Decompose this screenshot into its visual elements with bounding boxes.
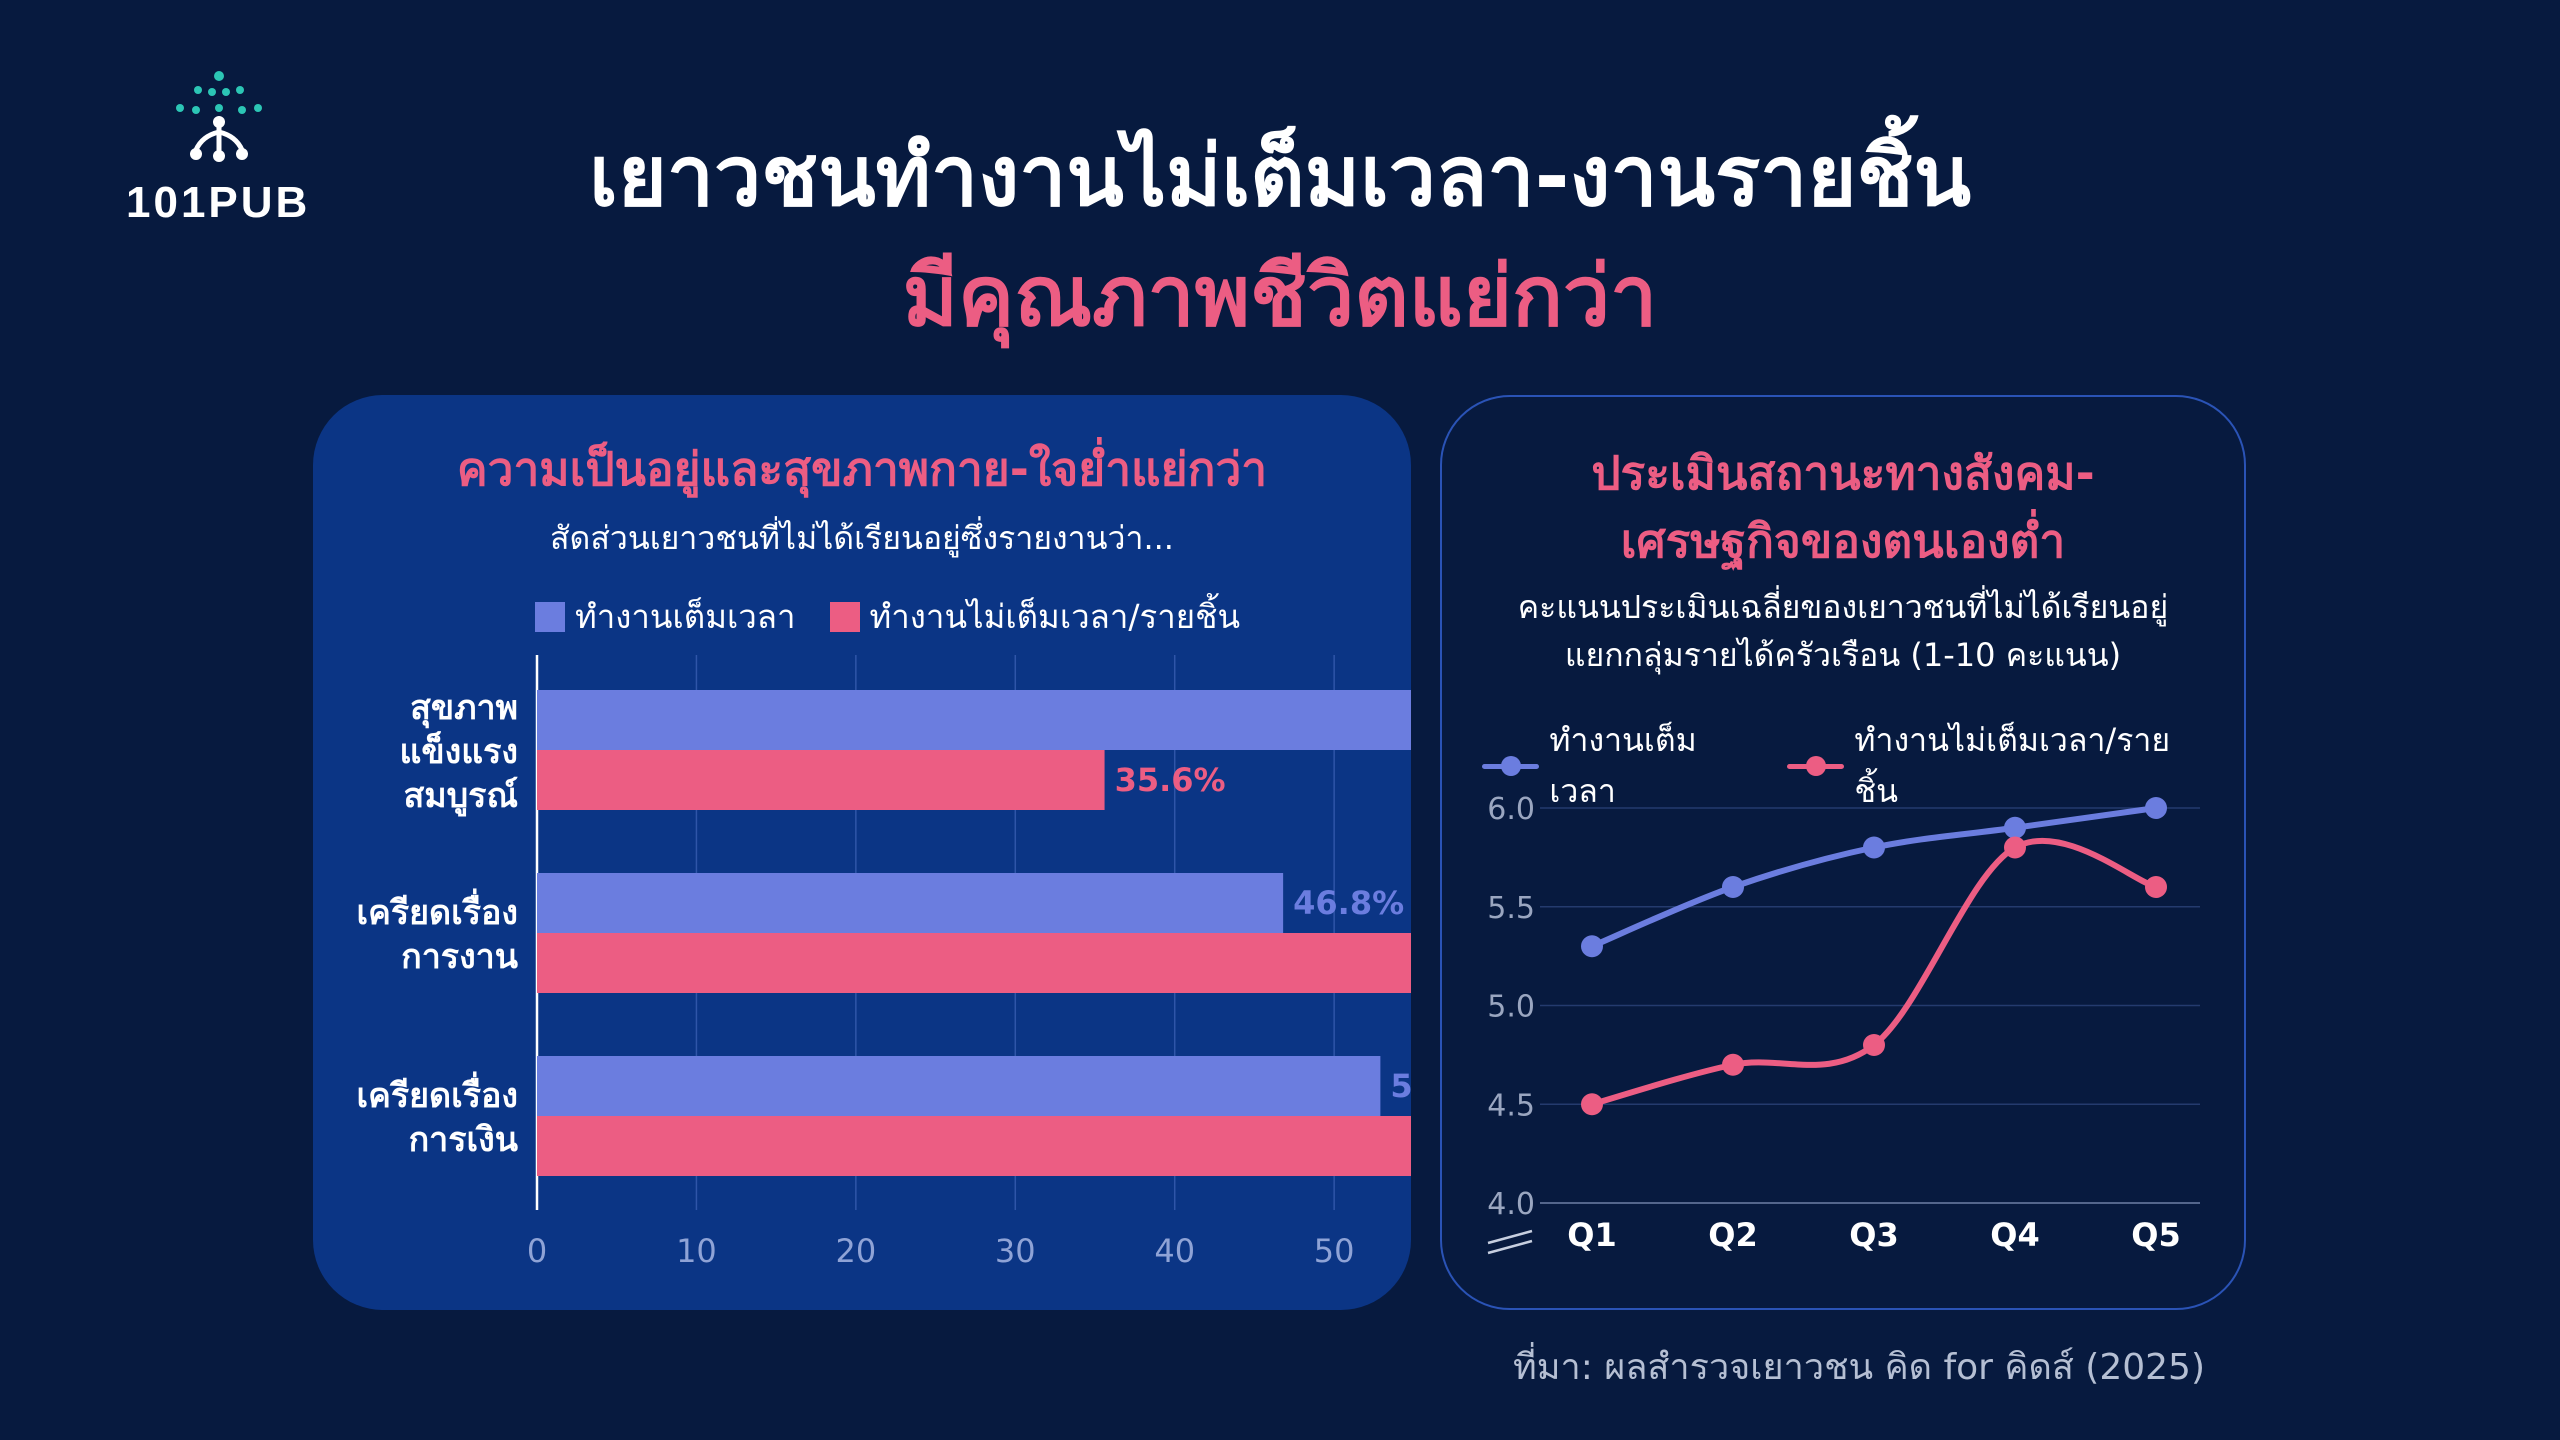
legend-item-fulltime: ทำงานเต็มเวลา: [1482, 715, 1761, 817]
data-point: [2004, 836, 2026, 859]
legend-swatch-fulltime: [535, 601, 565, 632]
line-chart-title-line1: ประเมินสถานะทางสังคม-: [1591, 446, 2095, 500]
category-label: เครียดเรื่อง: [356, 888, 518, 933]
network-icon: [176, 71, 262, 162]
legend-item-parttime: ทำงานไม่เต็มเวลา/รายชิ้น: [1787, 715, 2210, 817]
x-tick-label: Q1: [1567, 1216, 1616, 1254]
legend-label-parttime: ทำงานไม่เต็มเวลา/รายชิ้น: [869, 597, 1241, 636]
x-tick-label: 50: [1314, 1232, 1355, 1270]
legend-label-fulltime: ทำงานเต็มเวลา: [1549, 721, 1697, 810]
category-label: สุขภาพ: [410, 688, 518, 729]
x-tick-label: 20: [835, 1232, 876, 1270]
bar-chart: 010203040506070 %สุขภาพแข็งแรงสมบูรณ์61.…: [356, 655, 1411, 1270]
category-label: การงาน: [401, 937, 518, 977]
data-point: [2145, 876, 2167, 898]
legend-label-fulltime: ทำงานเต็มเวลา: [575, 597, 796, 636]
x-tick-label: 30: [995, 1232, 1036, 1270]
data-point: [1581, 1093, 1603, 1116]
series-line: [1589, 805, 2159, 950]
bar: [537, 750, 1105, 810]
y-tick-label: 4.5: [1487, 1088, 1535, 1123]
x-tick-label: Q5: [2131, 1216, 2180, 1254]
bar-chart-panel: ความเป็นอยู่และสุขภาพกาย-ใจย่ำแย่กว่า สั…: [313, 395, 1411, 1310]
bar: [537, 1116, 1411, 1176]
y-tick-label: 5.5: [1487, 891, 1535, 926]
logo-wordmark: 101PUB: [126, 178, 311, 227]
y-tick-label: 6.0: [1487, 792, 1535, 827]
category-label: สมบูรณ์: [403, 776, 518, 817]
series-line: [1589, 838, 2159, 1108]
category-label: แข็งแรง: [399, 730, 518, 772]
bar: [537, 933, 1411, 993]
legend-swatch-parttime: [829, 601, 860, 632]
line-chart-subtitle-line2: แยกกลุ่มรายได้ครัวเรือน (1-10 คะแนน): [1564, 636, 2122, 674]
x-tick-label: 10: [676, 1232, 717, 1270]
bar-chart-legend: ทำงานเต็มเวลา ทำงานไม่เต็มเวลา/รายชิ้น: [535, 590, 1274, 643]
data-point: [1722, 1053, 1744, 1076]
source-note: ที่มา: ผลสำรวจเยาวชน คิด for คิดส์ (2025…: [1513, 1347, 2205, 1388]
bar: [537, 690, 1411, 750]
page-subtitle: มีคุณภาพชีวิตแย่กว่า: [902, 247, 1658, 345]
legend-marker-fulltime: [1482, 755, 1540, 777]
bar: [537, 1056, 1381, 1116]
data-point: [1581, 935, 1603, 958]
line-chart-subtitle-line1: คะแนนประเมินเฉลี่ยของเยาวชนที่ไม่ได้เรีย…: [1517, 588, 2169, 626]
data-point: [2145, 797, 2167, 819]
legend-marker-parttime: [1787, 755, 1845, 777]
page-title: เยาวชนทำงานไม่เต็มเวลา-งานรายชิ้น: [588, 127, 1972, 225]
line-chart-title-line2: เศรษฐกิจของตนเองต่ำ: [1620, 514, 2066, 568]
x-tick-label: 0: [527, 1232, 547, 1270]
axis-break-icon: [1487, 1229, 1533, 1255]
y-tick-label: 4.0: [1487, 1187, 1535, 1222]
legend-item-parttime: ทำงานไม่เต็มเวลา/รายชิ้น: [829, 590, 1241, 643]
bar-chart-subtitle: สัดส่วนเยาวชนที่ไม่ได้เรียนอยู่ซึ่งรายงา…: [550, 519, 1174, 557]
bar-value-label: 35.6%: [1115, 761, 1226, 799]
category-label: การเงิน: [409, 1120, 518, 1160]
legend-item-fulltime: ทำงานเต็มเวลา: [535, 590, 796, 643]
x-tick-label: Q2: [1708, 1216, 1757, 1254]
data-point: [2004, 816, 2026, 839]
bar-chart-title: ความเป็นอยู่และสุขภาพกาย-ใจย่ำแย่กว่า: [456, 442, 1268, 496]
line-chart-panel: ประเมินสถานะทางสังคม- เศรษฐกิจของตนเองต่…: [1440, 395, 2246, 1310]
data-point: [1863, 836, 1885, 859]
x-tick-label: Q4: [1990, 1216, 2039, 1254]
bar: [537, 873, 1284, 933]
x-tick-label: Q3: [1849, 1216, 1898, 1254]
line-chart-legend: ทำงานเต็มเวลา ทำงานไม่เต็มเวลา/รายชิ้น: [1482, 715, 2244, 817]
bar-value-label: 52.9%: [1390, 1067, 1411, 1105]
line-chart: 4.0 4.5 5.0 5.5 6.0 Q1 Q2 Q3 Q4 Q5: [1487, 792, 2200, 1255]
bar-value-label: 46.8%: [1293, 884, 1404, 922]
category-label: เครียดเรื่อง: [356, 1071, 518, 1116]
y-tick-label: 5.0: [1487, 990, 1535, 1025]
legend-label-parttime: ทำงานไม่เต็มเวลา/รายชิ้น: [1854, 721, 2171, 810]
x-tick-label: 40: [1154, 1232, 1195, 1270]
data-point: [1722, 876, 1744, 898]
brand-logo: 101PUB: [120, 70, 330, 235]
data-point: [1863, 1034, 1885, 1056]
